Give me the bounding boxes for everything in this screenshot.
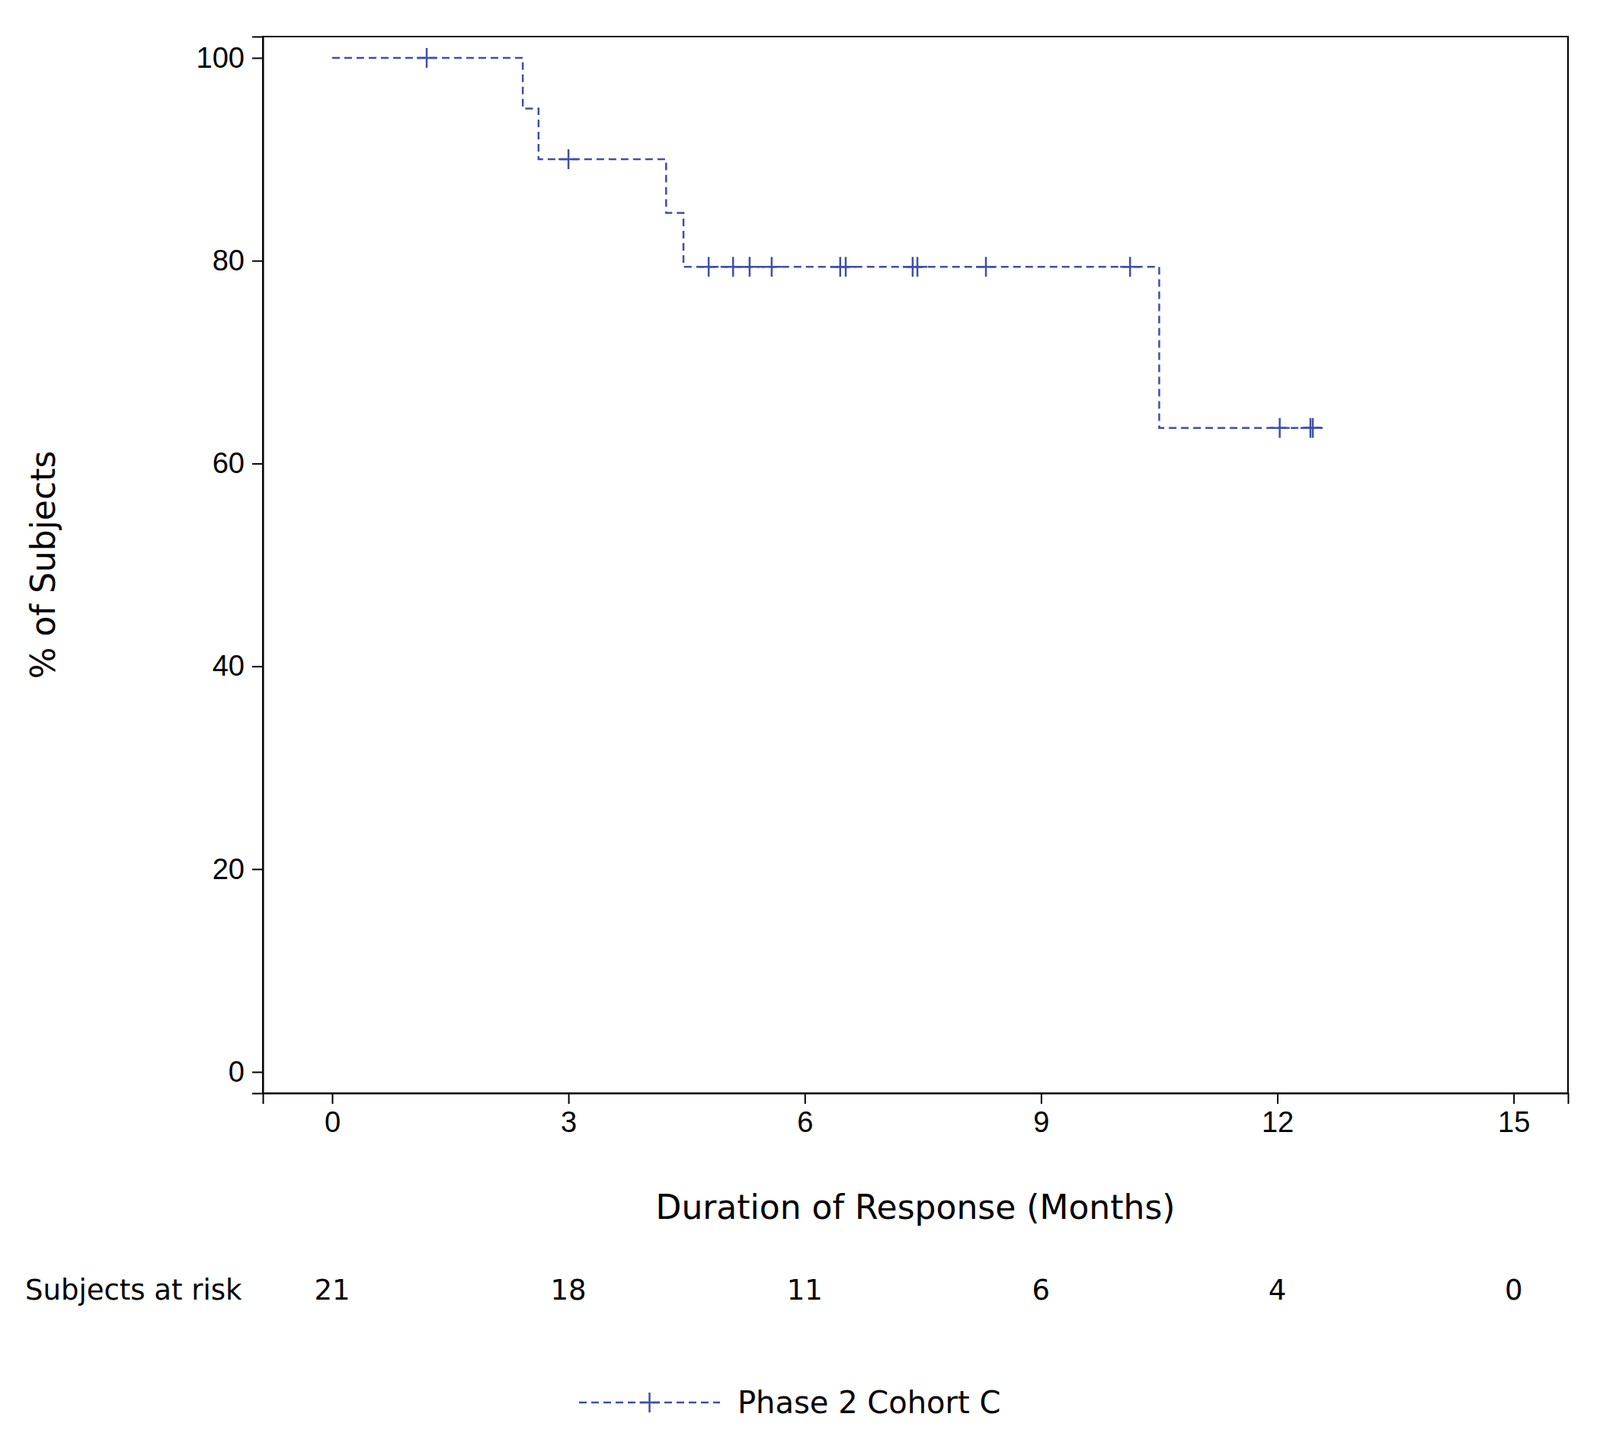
x-tick-label: 9 — [1033, 1106, 1050, 1139]
x-axis-title: Duration of Response (Months) — [656, 1187, 1176, 1227]
x-tick-mark — [1040, 1093, 1043, 1104]
y-tick-label: 80 — [212, 244, 245, 277]
y-tick-label: 60 — [212, 447, 245, 480]
y-tick-label: 20 — [212, 852, 245, 885]
x-tick-mark — [568, 1093, 570, 1104]
censor-mark — [1270, 418, 1290, 439]
x-tick-label: 12 — [1261, 1106, 1294, 1139]
y-tick: 20 — [212, 852, 263, 885]
censor-mark — [698, 256, 719, 277]
x-tick-mark — [1513, 1093, 1515, 1104]
chart: 03691215020406080100Duration of Response… — [0, 0, 1600, 1452]
legend-marker — [640, 1392, 660, 1413]
x-tick: 9 — [1033, 1093, 1050, 1139]
x-tick: 15 — [1497, 1093, 1530, 1139]
censor-mark — [976, 256, 996, 277]
x-axis: 0 3 6 9 12 15 — [263, 1093, 1569, 1139]
y-tick-label: 40 — [212, 649, 245, 682]
y-tick: 0 — [228, 1056, 263, 1088]
y-tick-mark — [252, 463, 263, 465]
x-tick-label: 3 — [560, 1106, 577, 1139]
risk-count: 6 — [1032, 1273, 1051, 1307]
y-tick: 80 — [212, 244, 263, 277]
x-tick-label: 6 — [796, 1106, 813, 1139]
x-tick-label: 0 — [324, 1106, 341, 1139]
x-tick-mark — [1276, 1093, 1279, 1104]
y-tick-mark — [252, 260, 263, 263]
legend: Phase 2 Cohort C — [579, 1385, 1001, 1421]
y-tick: 40 — [212, 649, 263, 682]
risk-count: 4 — [1268, 1273, 1287, 1307]
y-tick-mark — [252, 868, 263, 871]
km-curve — [332, 57, 1322, 429]
censor-mark — [907, 256, 928, 277]
x-tick: 0 — [324, 1093, 341, 1139]
censor-mark — [739, 256, 760, 277]
risk-count: 11 — [787, 1273, 823, 1307]
censor-mark — [1302, 418, 1323, 439]
y-tick-label: 0 — [228, 1056, 245, 1088]
censor-mark — [835, 256, 856, 277]
plot-frame — [262, 36, 1568, 1094]
censor-mark — [1120, 256, 1140, 277]
risk-count: 21 — [313, 1273, 350, 1307]
y-axis: 0 20 40 60 80 100 — [196, 37, 264, 1095]
y-axis-title: % of Subjects — [23, 451, 63, 680]
x-tick-mark — [804, 1093, 807, 1104]
censor-mark — [416, 48, 437, 68]
risk-count: 18 — [550, 1273, 587, 1307]
x-tick-mark — [331, 1093, 333, 1104]
y-tick-label: 100 — [196, 41, 245, 74]
x-tick-label: 15 — [1497, 1106, 1530, 1139]
y-tick-mark — [252, 1072, 263, 1074]
x-tick: 3 — [560, 1093, 577, 1139]
censor-mark — [558, 149, 579, 170]
y-axis-line — [252, 37, 264, 1095]
y-tick: 100 — [196, 41, 263, 74]
legend-label: Phase 2 Cohort C — [737, 1385, 1001, 1421]
y-tick: 60 — [212, 447, 263, 480]
risk-count: 0 — [1504, 1273, 1524, 1307]
x-axis-line — [263, 1094, 1569, 1105]
y-tick-mark — [252, 57, 263, 59]
y-tick-mark — [252, 665, 263, 668]
plot-area — [332, 48, 1323, 439]
x-tick: 12 — [1261, 1093, 1294, 1139]
risk-table-label: Subjects at risk — [25, 1273, 243, 1307]
x-tick: 6 — [796, 1093, 813, 1139]
censor-mark — [761, 256, 782, 277]
